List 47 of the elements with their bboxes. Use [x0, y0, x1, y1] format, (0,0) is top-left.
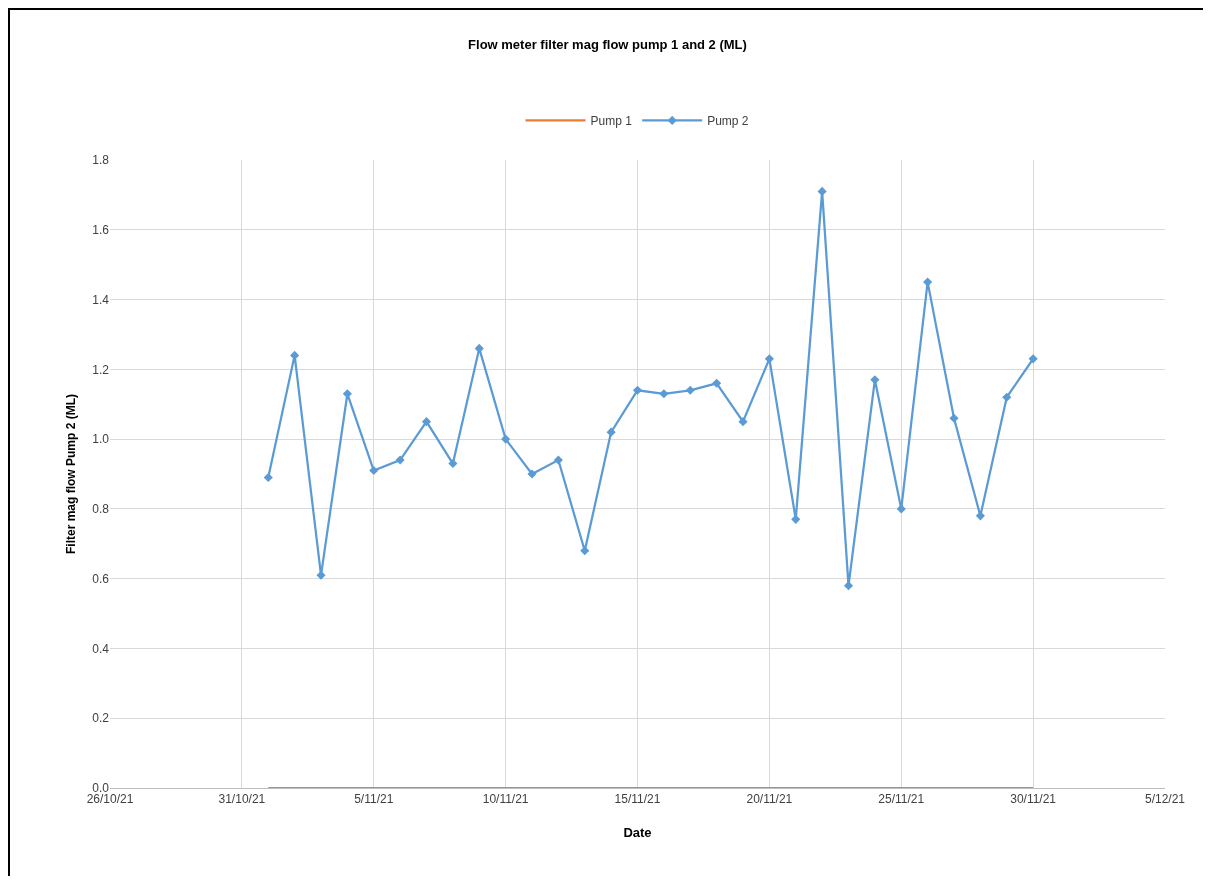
point [712, 378, 722, 388]
point [395, 455, 405, 465]
y-tick-label: 0.8 [92, 502, 110, 517]
point [474, 343, 484, 353]
point [685, 385, 695, 395]
x-tick-label: 5/12/21 [1144, 792, 1186, 807]
y-tick-label: 0.2 [92, 711, 110, 726]
x-tick-label: 15/11/21 [614, 792, 661, 807]
x-tick-label: 5/11/21 [354, 792, 394, 807]
point [421, 417, 432, 427]
y-tick-label: 1.4 [92, 292, 110, 307]
point [659, 389, 669, 399]
point [632, 385, 643, 395]
point [738, 417, 748, 427]
x-tick-label: 30/11/21 [1010, 792, 1057, 807]
y-tick-label: 1.8 [92, 153, 110, 168]
point [580, 546, 590, 556]
y-axis-title: Filter mag flow Pump 2 (ML) [63, 393, 78, 555]
y-tick-label: 1.0 [92, 432, 110, 447]
chart-title: Flow meter filter mag flow pump 1 and 2 (ML) [468, 37, 747, 53]
point [923, 277, 933, 287]
point [290, 350, 300, 360]
point [553, 455, 563, 465]
point [606, 427, 616, 437]
legend-label: Pump 2 [707, 114, 749, 129]
point [527, 469, 537, 479]
point [1002, 392, 1012, 402]
x-tick-label: 20/11/21 [746, 792, 793, 807]
point [369, 465, 379, 476]
y-tick-label: 1.6 [92, 222, 110, 237]
point [501, 434, 511, 444]
point [817, 186, 827, 196]
point [949, 413, 959, 423]
point [843, 581, 854, 591]
point [1028, 354, 1038, 364]
x-tick-label: 10/11/21 [482, 792, 529, 807]
point [263, 472, 273, 483]
legend-label: Pump 1 [590, 114, 633, 129]
y-tick-label: 0.6 [92, 571, 110, 586]
x-tick-label: 25/11/21 [878, 792, 925, 807]
point [448, 458, 458, 469]
y-tick-label: 1.2 [92, 362, 110, 377]
y-tick-label: 0.4 [92, 641, 110, 656]
point [896, 504, 906, 514]
x-tick-label: 31/10/21 [218, 792, 266, 807]
x-tick-label: 26/10/21 [86, 792, 134, 807]
x-axis-title: Date [623, 825, 652, 840]
